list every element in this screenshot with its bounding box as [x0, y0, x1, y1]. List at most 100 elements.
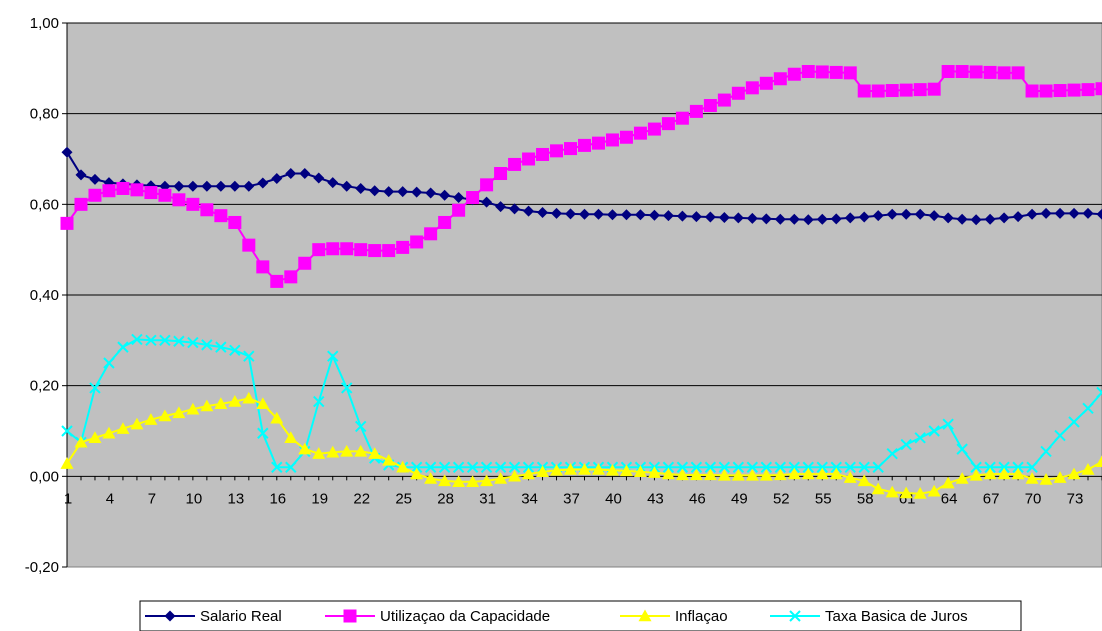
- data-point: [802, 461, 814, 473]
- data-point: [523, 205, 535, 217]
- data-point: [382, 453, 396, 466]
- data-point: [130, 183, 144, 197]
- data-point: [619, 130, 633, 144]
- data-point-stroke: [746, 461, 759, 473]
- data-point: [675, 468, 689, 481]
- data-point: [956, 443, 968, 455]
- data-point: [1095, 455, 1102, 468]
- data-point: [970, 214, 982, 226]
- data-point: [998, 212, 1010, 224]
- data-point: [579, 208, 590, 220]
- data-point: [439, 189, 451, 201]
- data-point: [452, 461, 465, 473]
- data-point: [942, 418, 954, 430]
- data-point-stroke: [61, 425, 73, 437]
- data-point: [1095, 82, 1102, 96]
- data-point: [341, 382, 353, 394]
- x-axis: 1 4 7 10 13 16 19 22 25 28 31 34 37 40 43 46 49 52 55 58 61 6…: [64, 475, 1102, 507]
- data-point: [885, 485, 899, 498]
- data-point: [89, 173, 101, 185]
- data-point: [773, 468, 787, 481]
- data-point-stroke: [103, 357, 115, 369]
- x-tick-label: 25: [395, 490, 412, 507]
- data-point: [788, 213, 800, 225]
- data-point-stroke: [914, 432, 926, 444]
- data-point: [340, 444, 354, 457]
- x-tick-label: 46: [689, 490, 706, 507]
- data-point: [508, 469, 522, 482]
- data-point: [900, 208, 912, 220]
- data-point: [1054, 429, 1066, 442]
- data-point: [633, 126, 647, 140]
- legend-label: Utilizaçao da Capacidade: [380, 608, 550, 625]
- x-tick-label: 31: [479, 490, 496, 507]
- data-point: [340, 242, 354, 256]
- data-point: [1011, 467, 1025, 480]
- legend-label: Salario Real: [200, 608, 282, 625]
- x-tick-label: 7: [148, 490, 156, 507]
- data-point-stroke: [886, 447, 898, 460]
- x-tick-label: 16: [269, 490, 286, 507]
- data-point: [731, 468, 745, 481]
- data-point: [257, 177, 269, 189]
- data-point: [89, 382, 101, 394]
- data-point: [1067, 83, 1081, 97]
- data-point: [173, 180, 185, 192]
- data-point: [298, 256, 312, 270]
- x-tick-label: 37: [563, 490, 580, 507]
- legend: Salario Real Utilizaçao da Capacidade Infl…: [139, 600, 1022, 631]
- data-point-stroke: [327, 350, 339, 362]
- data-point: [130, 417, 144, 430]
- data-point: [228, 215, 242, 229]
- data-point: [60, 457, 74, 469]
- data-point: [927, 82, 941, 96]
- x-tick-label: 52: [773, 490, 790, 507]
- data-point: [1025, 84, 1039, 98]
- data-point-stroke: [1026, 461, 1038, 473]
- data-point: [1068, 207, 1080, 219]
- data-point: [480, 461, 493, 473]
- data-point: [424, 461, 437, 473]
- data-point-stroke: [131, 333, 143, 346]
- legend-label: Taxa Basica de Juros: [825, 608, 968, 625]
- data-point: [787, 67, 801, 81]
- x-tick-label: 73: [1067, 490, 1084, 507]
- data-point: [257, 427, 269, 439]
- data-point-stroke: [690, 461, 703, 473]
- data-point: [494, 167, 508, 181]
- data-point-stroke: [452, 461, 465, 473]
- data-point-stroke: [900, 438, 912, 451]
- data-point: [536, 147, 550, 161]
- data-point: [802, 214, 814, 226]
- data-point: [438, 474, 452, 487]
- data-point: [591, 136, 605, 150]
- data-point-stroke: [480, 461, 493, 473]
- data-point-stroke: [704, 461, 717, 473]
- data-point: [382, 244, 396, 258]
- data-point: [550, 144, 564, 158]
- data-point: [871, 84, 885, 98]
- data-point-stroke: [872, 461, 884, 473]
- x-tick-label: 67: [983, 490, 1000, 507]
- data-point: [215, 341, 227, 353]
- data-point-stroke: [830, 461, 842, 473]
- x-tick-label: 4: [106, 490, 114, 507]
- data-point: [731, 86, 745, 100]
- data-point: [928, 210, 940, 222]
- data-point: [1039, 473, 1053, 485]
- data-point: [829, 467, 843, 480]
- data-point: [201, 180, 213, 192]
- data-point: [522, 461, 535, 473]
- data-point: [745, 81, 759, 95]
- data-point: [242, 238, 256, 252]
- data-point: [1012, 211, 1024, 223]
- data-point: [243, 350, 255, 362]
- data-point: [704, 211, 716, 223]
- data-point: [74, 435, 88, 448]
- data-point: [172, 193, 186, 207]
- data-point: [256, 397, 270, 409]
- data-point: [647, 122, 661, 136]
- data-point: [187, 336, 199, 349]
- data-point: [759, 468, 773, 481]
- data-point: [801, 65, 815, 79]
